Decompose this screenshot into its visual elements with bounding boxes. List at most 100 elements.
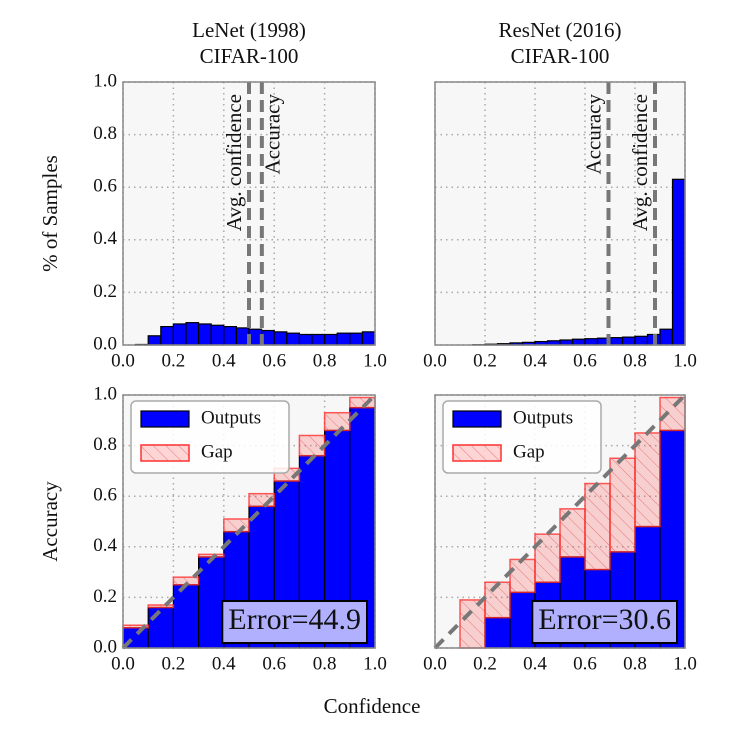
subplot-title: ResNet (2016) <box>498 18 621 42</box>
x-tick-label: 0.4 <box>523 350 547 371</box>
subplot: 0.0 0.2 0.4 0.6 0.8 1.0 0.0 0.2 0.4 0.6 0.8 1.0 Outp… <box>38 383 387 674</box>
gap-hatch <box>173 577 199 585</box>
bar <box>671 178 686 346</box>
annotation: Error=44.9 <box>228 603 361 636</box>
x-tick-label: 0.4 <box>212 350 236 371</box>
bar <box>484 617 511 649</box>
bar <box>324 333 338 346</box>
bar <box>273 331 288 346</box>
bar <box>509 591 536 649</box>
subplot: 0.0 0.2 0.4 0.6 0.8 1.0 Accuracy Avg. confidenc… <box>423 18 697 372</box>
y-tick-label: 0.4 <box>93 228 117 249</box>
y-tick-label: 0.2 <box>93 281 117 302</box>
x-tick-label: 0.0 <box>111 350 135 371</box>
plot-frame <box>434 394 686 649</box>
legend-label: Outputs <box>201 407 261 428</box>
x-tick-label: 0.6 <box>262 653 286 674</box>
x-tick-label: 0.6 <box>573 653 597 674</box>
legend-label: Gap <box>201 441 233 462</box>
legend-hatch <box>453 445 501 461</box>
x-tick-label: 0.2 <box>473 653 497 674</box>
y-tick-label: 1.0 <box>93 383 117 404</box>
bar <box>147 606 174 649</box>
x-tick-label: 1.0 <box>363 350 387 371</box>
subplot-title: LeNet (1998) <box>192 18 306 42</box>
gap-hatch <box>324 412 350 431</box>
reference-label: Accuracy <box>261 94 285 175</box>
legend-swatch <box>140 410 190 428</box>
bar <box>311 333 326 346</box>
annotation-box <box>221 600 368 644</box>
x-tick-label: 0.0 <box>111 653 135 674</box>
bar <box>571 338 586 346</box>
legend-label: Gap <box>513 441 545 462</box>
y-tick-label: 0.0 <box>93 636 117 657</box>
reference-label: Avg. confidence <box>628 94 652 231</box>
gap-hatch <box>148 604 174 608</box>
legend-hatch <box>141 445 189 461</box>
bar <box>349 332 363 346</box>
bar <box>172 584 200 649</box>
legend-label: Outputs <box>513 407 573 428</box>
x-tick-label: 0.0 <box>423 653 447 674</box>
x-tick-label: 0.8 <box>313 350 337 371</box>
bar <box>286 332 300 346</box>
gap-hatch <box>635 432 660 527</box>
x-tick-label: 0.8 <box>623 653 647 674</box>
bar <box>621 336 636 346</box>
x-tick-label: 1.0 <box>363 653 387 674</box>
reference-label: Accuracy <box>581 94 605 175</box>
gap-hatch <box>223 518 249 532</box>
x-tick-label: 0.2 <box>162 350 186 371</box>
x-tick-label: 1.0 <box>673 350 697 371</box>
x-tick-label: 1.0 <box>673 653 697 674</box>
bar <box>634 335 649 346</box>
bar <box>198 323 212 346</box>
plot-frame <box>122 394 376 649</box>
annotation: Error=30.6 <box>538 603 671 636</box>
x-tick-label: 0.6 <box>573 350 597 371</box>
y-tick-label: 0.0 <box>93 333 117 354</box>
y-tick-label: 0.6 <box>93 176 117 197</box>
x-tick-label: 0.8 <box>313 653 337 674</box>
x-axis-label: Confidence <box>324 694 421 718</box>
y-tick-label: 0.6 <box>93 485 117 506</box>
y-axis-label: Accuracy <box>38 481 62 562</box>
subplot-title: CIFAR-100 <box>200 44 299 68</box>
subplot-title: CIFAR-100 <box>511 44 610 68</box>
reference-label: Avg. confidence <box>222 94 246 231</box>
x-tick-label: 0.2 <box>162 653 186 674</box>
x-tick-label: 0.4 <box>212 653 236 674</box>
x-tick-label: 0.8 <box>623 350 647 371</box>
y-tick-label: 1.0 <box>93 70 117 91</box>
plot-frame <box>122 81 376 346</box>
legend-swatch <box>452 410 502 428</box>
plot-area <box>435 82 685 345</box>
bar <box>659 328 674 346</box>
y-tick-label: 0.4 <box>93 535 117 556</box>
annotation-box <box>531 600 678 644</box>
gap-hatch <box>510 559 535 593</box>
plot-frame <box>434 81 686 346</box>
subplot: 0.0 0.2 0.4 0.6 0.8 1.0 0.0 0.2 0.4 0.6 0.8 1.0 Avg.… <box>38 18 387 372</box>
bar <box>172 323 187 346</box>
gap-hatch <box>585 483 610 570</box>
y-axis-label: % of Samples <box>38 155 62 272</box>
bar <box>147 335 162 346</box>
subplot: 0.0 0.2 0.4 0.6 0.8 1.0 Outputs Gap Error=30.6 <box>423 393 697 674</box>
bar <box>298 333 313 346</box>
bar <box>609 337 624 346</box>
gap-hatch <box>349 397 375 408</box>
bar <box>584 338 599 346</box>
bar <box>185 322 200 346</box>
bar <box>336 332 351 346</box>
x-tick-label: 0.0 <box>423 350 447 371</box>
gap-hatch <box>198 554 224 557</box>
gap-hatch <box>460 599 485 648</box>
bar <box>210 324 225 346</box>
bar <box>361 331 376 346</box>
bar <box>223 325 238 346</box>
x-tick-label: 0.2 <box>473 350 497 371</box>
gap-hatch <box>299 435 325 456</box>
